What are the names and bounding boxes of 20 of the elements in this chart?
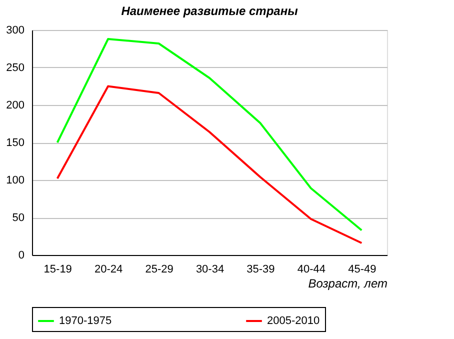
x-tick-label: 45-49 (348, 264, 376, 276)
x-tick-label: 25-29 (145, 264, 174, 276)
chart-title: Наименее развитые страны (121, 4, 299, 18)
x-axis-title: Возраст, лет (308, 276, 388, 290)
line-series (56, 38, 363, 232)
x-tick-label: 35-39 (246, 264, 275, 276)
legend-label: 1970-1975 (59, 315, 112, 327)
y-tick-label: 300 (6, 24, 24, 36)
x-tick-label: 20-24 (94, 264, 123, 276)
y-tick-label: 100 (6, 174, 24, 186)
y-tick-label: 0 (18, 250, 24, 262)
y-tick-label: 150 (6, 137, 24, 149)
x-tick-label: 40-44 (297, 264, 326, 276)
legend-label: 2005-2010 (267, 315, 320, 327)
y-tick-label: 250 (6, 62, 24, 74)
y-tick-label: 50 (12, 212, 24, 224)
x-tick-label: 15-19 (44, 264, 72, 276)
y-tick-label: 200 (6, 100, 24, 112)
x-tick-label: 30-34 (196, 264, 224, 276)
line-series (56, 85, 363, 244)
